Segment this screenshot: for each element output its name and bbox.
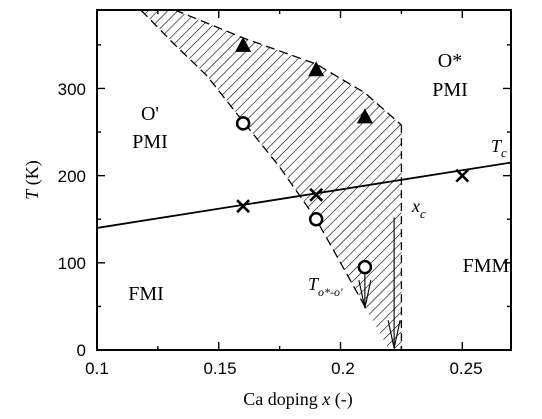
tc-line-segment bbox=[97, 161, 511, 229]
cross-point bbox=[236, 199, 251, 214]
xc-arrow-head bbox=[387, 320, 401, 349]
region-label-o-star: O* bbox=[438, 50, 462, 72]
circle-point bbox=[308, 211, 324, 227]
tc-annotation: Tc bbox=[491, 136, 507, 160]
y-tick-label: 300 bbox=[58, 80, 86, 99]
triangle-point bbox=[308, 61, 325, 77]
x-tick-label: 0.1 bbox=[85, 359, 109, 378]
y-tick-label: 200 bbox=[58, 167, 86, 186]
region-label-o-prime-pmi: PMI bbox=[132, 131, 168, 153]
region-label-o-prime: O' bbox=[141, 103, 159, 125]
hatched-area bbox=[140, 10, 402, 350]
data-markers bbox=[235, 36, 470, 275]
region-label-o-star-pmi: PMI bbox=[432, 79, 468, 101]
annotation-arrows bbox=[358, 217, 401, 349]
x-tick-label: 0.2 bbox=[331, 359, 355, 378]
region-label-fmi: FMI bbox=[128, 283, 164, 305]
triangle-point bbox=[356, 108, 373, 124]
triangle-point bbox=[235, 36, 252, 52]
upper-boundary-line bbox=[174, 10, 402, 126]
y-axis-title: T (K) bbox=[22, 160, 43, 200]
hatched-transition-region bbox=[140, 10, 403, 350]
plot-frame bbox=[96, 9, 512, 351]
y-tick-label: 100 bbox=[58, 254, 86, 273]
circle-point bbox=[357, 259, 373, 275]
to-annotation: To*-o' bbox=[308, 274, 343, 299]
axis-ticks bbox=[96, 10, 511, 351]
x-tick-label: 0.25 bbox=[449, 359, 482, 378]
y-tick-label: 0 bbox=[77, 341, 86, 360]
x-tick-label: 0.15 bbox=[203, 359, 236, 378]
to-arrow-head bbox=[358, 280, 372, 309]
cross-point bbox=[455, 168, 470, 183]
cross-point bbox=[309, 187, 324, 202]
circle-point bbox=[235, 116, 251, 131]
region-label-fmm: FMM bbox=[463, 255, 510, 277]
xc-annotation: xc bbox=[411, 196, 426, 221]
x-axis-title: Ca doping x (-) bbox=[243, 389, 352, 410]
tc-line bbox=[97, 161, 511, 229]
